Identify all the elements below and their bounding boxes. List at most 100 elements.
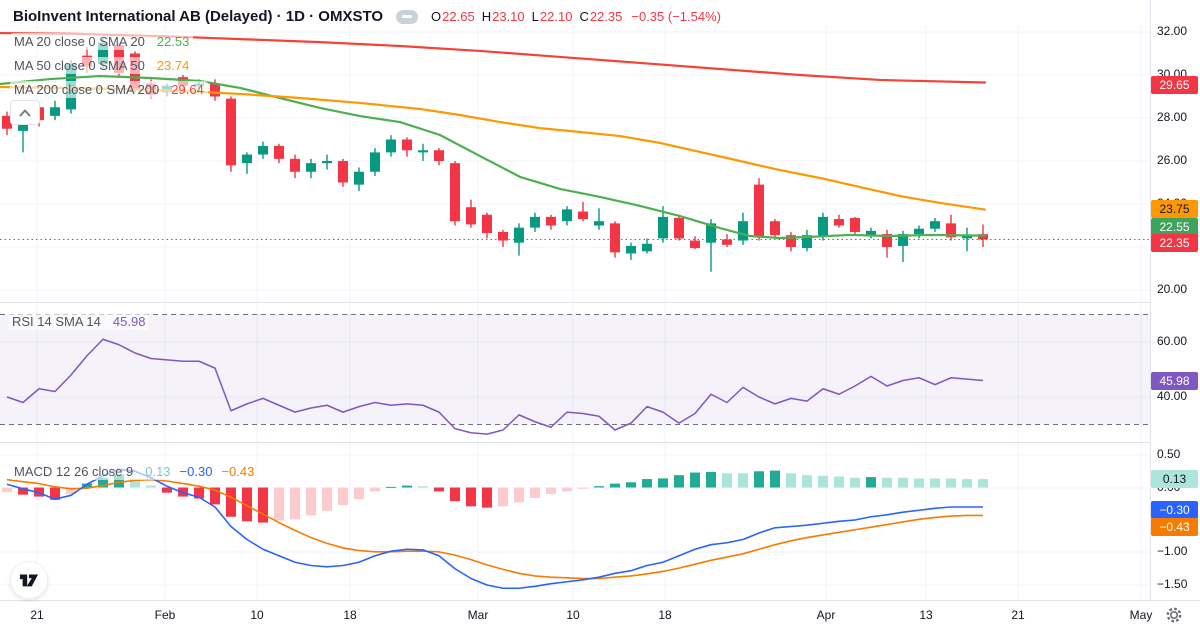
candle-body (306, 163, 316, 172)
candle-body (594, 221, 604, 226)
candle-body (882, 234, 892, 247)
candle-body (50, 107, 60, 116)
candle-body (642, 243, 652, 252)
ma200-legend[interactable]: MA 200 close 0 SMA 200 29.64 (10, 81, 208, 98)
macd-legend[interactable]: MACD 12 26 close 9 0.13 −0.30 −0.43 (10, 463, 259, 480)
candle-body (706, 223, 716, 243)
macd-line-tag: −0.30 (1151, 501, 1198, 519)
chevron-up-icon (19, 109, 31, 116)
candle-body (210, 83, 220, 97)
time-axis-label: Apr (816, 608, 836, 622)
macd-histogram-bar (498, 487, 508, 507)
candle-body (578, 211, 588, 220)
macd-histogram-bar (402, 485, 412, 488)
candle-body (898, 234, 908, 246)
macd-histogram-bar (130, 478, 140, 488)
ma200-legend-label: MA 200 close 0 SMA 200 (14, 82, 160, 97)
ohlc-key: O (431, 9, 442, 24)
axis-tick-label: 40.00 (1157, 389, 1188, 403)
macd-histogram-bar (930, 478, 940, 488)
macd-histogram-bar (594, 486, 604, 488)
candle-body (978, 234, 988, 240)
ma50-legend[interactable]: MA 50 close 0 SMA 50 23.74 (10, 57, 194, 74)
macd-histogram-bar (434, 487, 444, 492)
macd-histogram-bar (674, 475, 684, 488)
tradingview-logo[interactable] (10, 561, 48, 599)
candle-body (258, 145, 268, 155)
macd-histogram-bar (242, 487, 252, 522)
time-axis-label: 18 (343, 608, 357, 622)
candle-body (434, 150, 444, 161)
macd-histogram-bar (818, 475, 828, 488)
macd-histogram-bar (946, 478, 956, 488)
change-readout: −0.35 (−1.54%) (631, 9, 721, 24)
candle-body (610, 223, 620, 253)
candle-body (754, 184, 764, 238)
macd-histogram-bar (466, 487, 476, 507)
symbol-title[interactable]: BioInvent International AB (Delayed) · 1… (10, 7, 387, 26)
axis-tick-label: 60.00 (1157, 334, 1188, 348)
collapse-legend-button[interactable] (10, 100, 40, 125)
ma50-legend-value: 23.74 (156, 58, 190, 73)
candle-body (962, 235, 972, 239)
macd-histogram-bar (226, 487, 236, 517)
axis-tick-label: −1.50 (1157, 577, 1188, 591)
market-status-icon[interactable] (396, 9, 419, 24)
macd-histogram-bar (514, 487, 524, 503)
ohlc-key: C (579, 9, 589, 24)
macd-histogram-bar (770, 470, 780, 488)
macd-histogram-bar (642, 479, 652, 488)
candle-body (546, 216, 556, 226)
macd-histogram-bar (754, 471, 764, 488)
gear-icon (1166, 607, 1182, 623)
settings-button[interactable] (1164, 605, 1184, 625)
axis-tick-label: 26.00 (1157, 153, 1188, 167)
ma50-legend-label: MA 50 close 0 SMA 50 (14, 58, 145, 73)
last-price-tag: 22.35 (1151, 234, 1198, 252)
macd-legend-macd-value: −0.30 (179, 464, 213, 479)
macd-histogram-bar (194, 487, 204, 499)
candle-body (802, 235, 812, 249)
macd-legend-label: MACD 12 26 close 9 (14, 464, 134, 479)
macd-histogram-bar (882, 477, 892, 488)
axis-tick-label: 28.00 (1157, 110, 1188, 124)
ohlc-readout: O22.65 H23.10 L22.10 C22.35 −0.35 (−1.54%) (428, 8, 724, 25)
macd-histogram-bar (370, 487, 380, 492)
candle-body (514, 227, 524, 243)
macd-line (6, 468, 983, 590)
candle-body (450, 163, 460, 222)
candle-body (370, 152, 380, 172)
candle-body (322, 161, 332, 164)
candle-body (466, 207, 476, 225)
ma20-legend-label: MA 20 close 0 SMA 20 (14, 34, 145, 49)
macd-histogram-bar (898, 477, 908, 488)
macd-histogram-bar (722, 473, 732, 488)
candle-body (274, 145, 284, 159)
candle-body (402, 139, 412, 151)
rsi-legend[interactable]: RSI 14 SMA 14 45.98 (8, 313, 150, 330)
macd-histogram-bar (914, 478, 924, 488)
macd-histogram-bar (962, 479, 972, 488)
candle-body (498, 231, 508, 241)
candle-body (786, 235, 796, 247)
candle-body (914, 228, 924, 235)
rsi-legend-value: 45.98 (112, 314, 146, 329)
macd-histogram-bar (146, 485, 156, 488)
macd-histogram-bar (210, 487, 220, 505)
candle-body (2, 115, 12, 129)
candle-body (770, 221, 780, 236)
axis-tick-label: −1.00 (1157, 544, 1188, 558)
rsi-band (0, 314, 1150, 425)
ohlc-key: L (531, 9, 539, 24)
macd-histogram-bar (82, 483, 92, 488)
macd-histogram-bar (690, 472, 700, 488)
time-axis-label: 13 (919, 608, 933, 622)
time-axis[interactable]: 21 Feb 10 18 Mar 10 18 Apr 13 21 May (0, 600, 1200, 630)
ma20-legend[interactable]: MA 20 close 0 SMA 20 22.53 (10, 33, 194, 50)
macd-signal-tag: −0.43 (1151, 518, 1198, 536)
candle-body (290, 158, 300, 172)
macd-histogram-bar (834, 476, 844, 488)
macd-histogram-bar (50, 487, 60, 500)
